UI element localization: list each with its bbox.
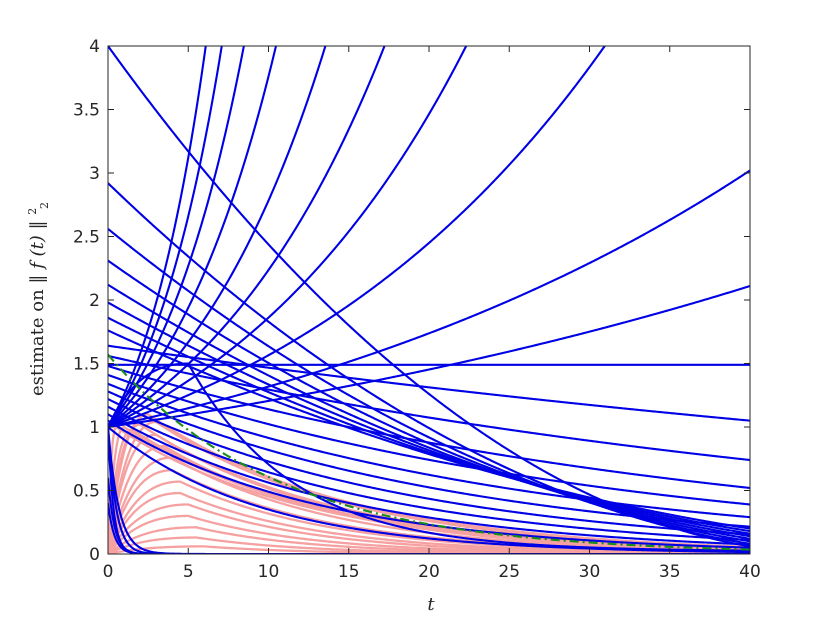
y-tick-label: 0.5 bbox=[73, 482, 100, 502]
y-tick-label: 4 bbox=[89, 37, 100, 57]
x-tick-label: 30 bbox=[579, 562, 601, 582]
axes bbox=[107, 45, 751, 555]
x-tick-label: 15 bbox=[338, 562, 360, 582]
series-line-blue-exp-0 bbox=[108, 426, 750, 554]
x-tick-label: 0 bbox=[103, 562, 114, 582]
series-line-blue-quad-24 bbox=[108, 228, 750, 543]
y-axis-label-sup: 2 bbox=[26, 208, 39, 215]
y-axis-label-norm-close: ‖ bbox=[27, 220, 48, 229]
series-line-pink-37 bbox=[108, 433, 750, 554]
x-tick-label: 20 bbox=[418, 562, 440, 582]
y-tick-label: 3.5 bbox=[73, 101, 100, 121]
x-tick-label: 35 bbox=[659, 562, 681, 582]
y-tick-label: 2 bbox=[89, 291, 100, 311]
y-tick-label: 2.5 bbox=[73, 228, 100, 248]
series-line-blue-exp-12 bbox=[108, 285, 750, 429]
series-line-blue-exp-15 bbox=[108, 46, 468, 428]
y-tick-label: 1.5 bbox=[73, 355, 100, 375]
series-line-blue-quad-23 bbox=[108, 182, 750, 545]
series-line-blue-quad-28 bbox=[108, 316, 750, 533]
y-axis-label: estimate on ‖ f (t) ‖ 2 2 bbox=[20, 202, 51, 396]
y-tick-label: 1 bbox=[89, 418, 100, 438]
x-tick-label: 40 bbox=[739, 562, 761, 582]
series-line-blue-exp-20 bbox=[108, 46, 223, 428]
series-line-blue-exp-18 bbox=[108, 46, 278, 428]
plot-lines bbox=[108, 46, 750, 554]
series-line-blue-quad-29 bbox=[108, 329, 750, 530]
series-line-blue-exp-1 bbox=[108, 419, 750, 549]
series-line-blue-exp-17 bbox=[108, 46, 327, 428]
series-line-blue-exp-13 bbox=[108, 169, 750, 429]
series-line-blue-exp-3 bbox=[108, 405, 750, 542]
series-line-blue-exp-4 bbox=[108, 398, 750, 536]
x-tick-label: 25 bbox=[498, 562, 520, 582]
y-tick-label: 0 bbox=[89, 545, 100, 565]
series-line-blue-exp-19 bbox=[108, 46, 245, 428]
y-tick-label: 3 bbox=[89, 164, 100, 184]
series-line-blue-exp-2 bbox=[108, 413, 750, 546]
series-line-blue-quad-26 bbox=[108, 283, 750, 538]
series-line-blue-exp-16 bbox=[108, 46, 386, 428]
y-axis-label-prefix: estimate on bbox=[27, 284, 48, 396]
y-axis-label-f: f bbox=[27, 259, 48, 271]
x-tick-label: 10 bbox=[258, 562, 280, 582]
series-line-blue-exp-10 bbox=[108, 344, 750, 422]
series-line-blue-exp-14 bbox=[108, 46, 607, 428]
y-axis-label-norm-open: ‖ bbox=[27, 275, 48, 284]
series-line-blue-exp-9 bbox=[108, 354, 750, 462]
series-line-blue-quad-27 bbox=[108, 301, 750, 535]
tick-labels: 0 5 10 15 20 25 30 35 40 0 0.5 1 1.5 2 2.5 3 3.5 4 bbox=[73, 37, 761, 582]
axes-box bbox=[107, 45, 751, 555]
series-line-blue-bump-30 bbox=[108, 362, 750, 552]
x-tick-label: 5 bbox=[183, 562, 194, 582]
y-axis-label-arg: (t) bbox=[27, 235, 48, 256]
series-line-blue-quad-25 bbox=[108, 259, 750, 540]
series-line-blue-exp-6 bbox=[108, 382, 750, 519]
x-axis-label: t bbox=[427, 594, 435, 615]
y-axis-label-sub: 2 bbox=[38, 202, 51, 209]
